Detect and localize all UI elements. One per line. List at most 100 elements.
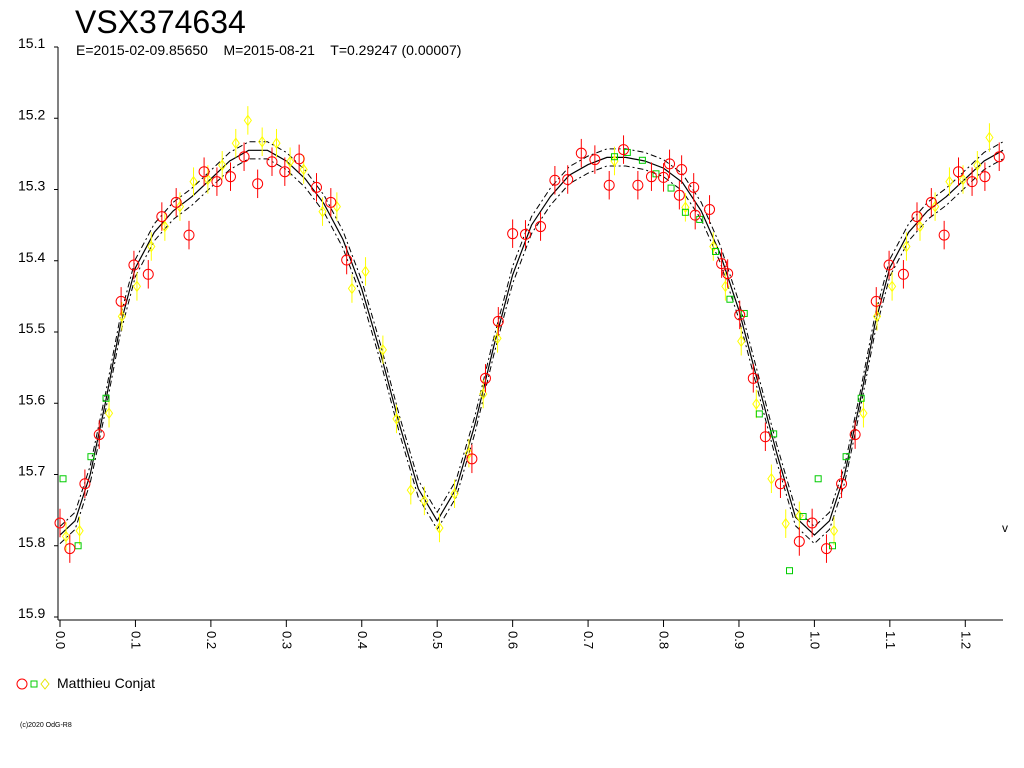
point	[681, 208, 689, 216]
point	[325, 196, 337, 208]
point	[985, 131, 994, 144]
x-tick-label: 0.6	[506, 631, 521, 649]
point	[638, 156, 646, 164]
fit-band-upper	[59, 141, 1004, 528]
y-tick-label: 15.3	[18, 178, 45, 194]
x-tick-label: 1.1	[883, 631, 898, 649]
point	[189, 175, 198, 188]
point	[347, 282, 357, 295]
point	[603, 179, 615, 191]
point	[857, 394, 865, 402]
point	[799, 513, 807, 521]
point	[979, 171, 991, 183]
point	[958, 173, 968, 186]
point	[54, 517, 66, 529]
point	[361, 265, 370, 278]
point	[198, 166, 210, 178]
point	[734, 309, 746, 321]
x-tick-label: 1.0	[807, 631, 822, 649]
point	[945, 175, 954, 188]
point	[770, 430, 778, 438]
point	[87, 453, 95, 461]
point	[709, 240, 718, 253]
point	[952, 166, 964, 178]
point	[676, 164, 688, 176]
chart-title: VSX374634	[75, 4, 246, 40]
point	[623, 148, 631, 156]
point	[795, 509, 804, 522]
point	[774, 478, 786, 490]
point	[688, 181, 700, 193]
point	[589, 154, 601, 166]
point	[618, 144, 630, 156]
point	[575, 147, 587, 159]
point	[897, 268, 909, 280]
x-tick-label: 0.4	[355, 631, 370, 649]
point	[973, 159, 982, 172]
legend-marker-diamond	[40, 678, 50, 690]
point	[911, 211, 923, 223]
point	[747, 372, 759, 384]
x-tick-label: 0.3	[279, 631, 294, 649]
point	[767, 472, 776, 485]
point	[966, 176, 978, 188]
y-tick-label: 15.6	[18, 391, 45, 407]
point	[128, 259, 140, 271]
point	[562, 174, 574, 186]
point	[104, 407, 114, 420]
legend-marker-square	[30, 680, 38, 688]
point	[752, 398, 761, 410]
point	[102, 394, 110, 402]
point	[658, 171, 670, 183]
point	[183, 229, 195, 241]
point	[535, 221, 547, 233]
point	[142, 268, 154, 280]
point	[64, 543, 76, 555]
point	[310, 181, 322, 193]
point	[726, 295, 734, 303]
point	[293, 153, 305, 165]
point	[93, 429, 105, 441]
fit-curve	[59, 149, 1004, 536]
point	[930, 200, 940, 213]
point	[704, 203, 716, 215]
point	[479, 372, 491, 384]
point	[872, 310, 882, 323]
point	[887, 280, 897, 293]
point	[464, 447, 473, 459]
point	[842, 453, 850, 461]
point	[883, 259, 895, 271]
point	[493, 332, 502, 345]
point	[645, 171, 657, 183]
point	[492, 315, 504, 327]
legend-label: Matthieu Conjat	[57, 675, 155, 691]
point	[175, 200, 185, 213]
point	[266, 156, 278, 168]
point	[549, 174, 561, 186]
point	[859, 407, 868, 420]
point	[716, 258, 728, 270]
point	[673, 189, 685, 201]
point	[829, 524, 839, 537]
point	[435, 522, 444, 534]
point	[59, 475, 67, 483]
point	[279, 166, 291, 178]
point	[75, 524, 84, 537]
copyright: (c)2020 OdG-R8	[20, 722, 72, 729]
point	[224, 171, 236, 183]
point	[170, 196, 182, 208]
point	[132, 280, 142, 293]
point	[781, 517, 790, 530]
point	[870, 295, 882, 307]
x-tick-label: 0.5	[430, 631, 445, 649]
point	[79, 478, 91, 490]
point	[243, 114, 252, 127]
point	[902, 240, 911, 253]
point	[938, 229, 950, 241]
point	[203, 173, 212, 186]
fit-band-lower	[59, 158, 1004, 545]
point	[722, 268, 734, 280]
point	[712, 247, 720, 255]
y-tick-label: 15.8	[18, 534, 45, 550]
side-label: v	[1002, 521, 1008, 535]
